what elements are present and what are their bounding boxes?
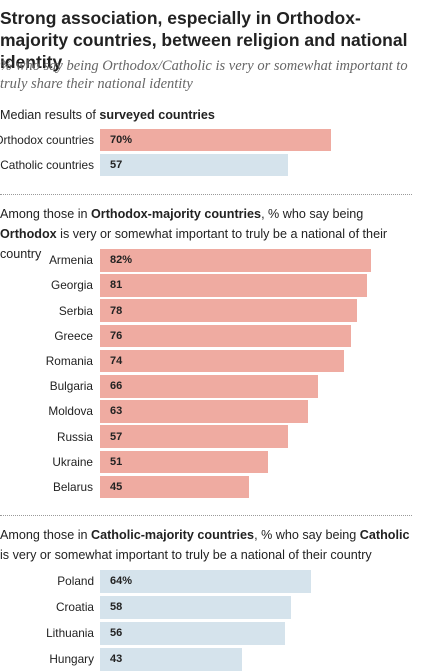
bar-value-label: 51 [110,455,123,468]
bar-value-label: 56 [110,627,123,640]
section-divider [0,194,412,195]
category-label: Serbia [58,303,93,318]
bar [100,475,249,499]
category-label: Russia [56,429,93,444]
bar-value-label: 43 [110,653,123,666]
section-heading-median: Median results of surveyed countries [0,105,420,125]
bar [100,129,331,151]
category-label: Romania [45,354,93,369]
bar-value-label: 63 [110,405,123,418]
section-heading-text: , % who say being [254,528,360,542]
section-heading-catholic: Among those in Catholic-majority countri… [0,525,415,565]
bar [100,622,285,645]
section-heading-text: is very or somewhat important to truly b… [0,227,388,261]
category-label: Georgia [51,278,93,293]
bar-value-label: 66 [110,380,123,393]
chart-title: Strong association, especially in Orthod… [0,8,408,72]
bar [100,400,308,423]
category-label: Lithuania [46,626,94,641]
category-label: Hungary [49,652,94,667]
bar-value-label: 64% [110,575,133,588]
bar [100,249,371,272]
bar-value-label: 74 [110,355,123,368]
category-label: Croatia [55,600,94,615]
bar-value-label: 57 [110,430,123,443]
section-heading-bold: Catholic [359,528,410,542]
bar-value-label: 57 [110,158,123,171]
bar [100,349,345,373]
bar [100,596,292,619]
bar [100,450,269,474]
section-heading-text: Among those in [0,207,92,221]
section-divider [0,515,412,516]
bar-value-label: 45 [110,481,123,494]
category-label: Bulgaria [49,379,93,394]
bar-value-label: 81 [110,279,123,292]
bar [100,324,351,348]
section-heading-orthodox: Among those in Orthodox-majority countri… [0,204,415,264]
category-label: Greece [54,328,93,343]
section-heading-bold: surveyed countries [99,108,215,122]
section-heading-bold: Orthodox [0,227,57,241]
category-label: Orthodox countries [0,133,94,147]
category-label: Ukraine [52,454,93,469]
bar-value-label: 82% [110,254,133,267]
bar-value-label: 58 [110,601,123,614]
bar [100,570,312,593]
bar [100,153,289,176]
section-heading-text: Among those in [0,528,92,542]
bar [100,274,368,297]
section-heading-text: is very or somewhat important to truly b… [0,548,372,562]
bar-value-label: 70% [110,134,133,146]
category-label: Poland [57,574,94,589]
bar [100,425,289,448]
section-heading-text: , % who say being [261,207,364,221]
bar-value-label: 76 [110,329,123,342]
bar [100,299,358,322]
section-heading-text: Median results of [0,108,100,122]
category-label: Moldova [48,404,93,419]
bar-value-label: 78 [110,304,123,317]
category-label: Belarus [53,480,93,495]
category-label: Armenia [49,253,93,268]
bar [100,375,318,398]
section-heading-bold: Orthodox-majority countries [91,207,262,221]
category-label: Catholic countries [0,157,94,172]
section-heading-bold: Catholic-majority countries [91,528,255,542]
chart-subtitle: % who say being Orthodox/Catholic is ver… [0,58,408,92]
